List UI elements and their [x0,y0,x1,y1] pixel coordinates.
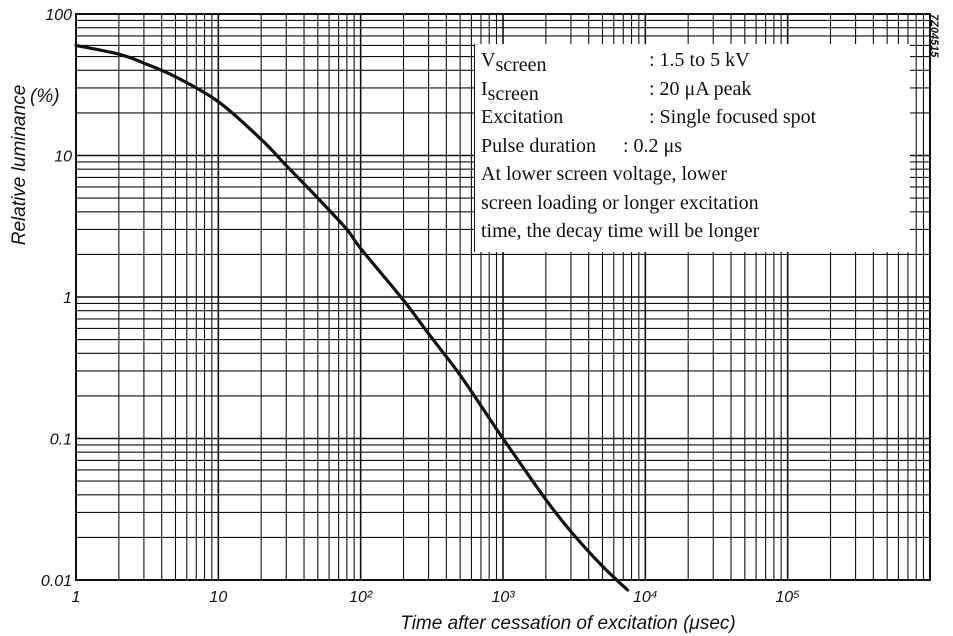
x-tick-label: 10⁵ [775,589,800,606]
y-tick-label: 0.1 [50,432,72,449]
legend-value: : 1.5 to 5 kV [649,49,750,71]
y-tick-label: 10 [54,149,72,166]
legend-key: Excitation [481,106,564,128]
legend-note-line: screen loading or longer excitation [481,191,759,214]
y-axis-label: Relative luminance [9,85,30,246]
legend-key-sub: screen [495,54,547,76]
legend-box: Vscreen : 1.5 to 5 kV Iscreen : 20 μA pe… [474,44,910,252]
y-axis-unit: (%) [30,86,60,107]
y-tick-label: 100 [45,7,72,24]
legend-row-excitation: Excitation : Single focused spot [481,103,910,132]
legend-row-vscreen: Vscreen : 1.5 to 5 kV [481,46,910,76]
x-tick-label: 10² [349,589,373,606]
legend-note-line: At lower screen voltage, lower [481,163,728,185]
legend-value: : 20 μA peak [649,77,752,100]
x-tick-label: 10³ [491,589,515,606]
legend-key: Pulse duration [481,134,596,157]
x-tick-label: 10 [209,589,227,606]
legend-value: : Single focused spot [649,106,817,128]
x-tick-labels: 1 10 10² 10³ 10⁴ 10⁵ [72,589,801,606]
legend-note-line: time, the decay time will be longer [481,220,760,242]
legend-key: V [481,49,496,71]
x-tick-label: 10⁴ [633,589,658,606]
y-tick-label: 1 [63,290,72,307]
plot-frame [75,13,931,581]
y-tick-label: 0.01 [41,573,72,590]
legend-row-pulse: Pulse duration : 0.2 μs [481,132,910,161]
y-tick-labels: 100 10 1 0.1 0.01 [41,7,72,590]
x-axis-label: Time after cessation of excitation (μsec… [400,613,735,634]
legend-key: I [481,77,488,100]
luminance-decay-curve [74,43,630,592]
figure-code: 7Z04515 [928,14,940,58]
x-tick-label: 1 [72,589,81,606]
legend-value: : 0.2 μs [623,134,683,157]
legend-row-iscreen: Iscreen : 20 μA peak [481,75,910,105]
legend-key-sub: screen [487,82,539,105]
